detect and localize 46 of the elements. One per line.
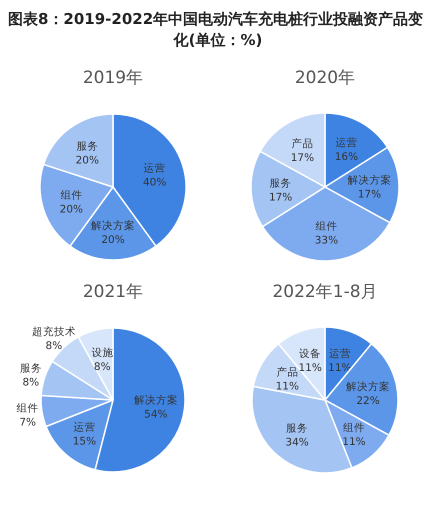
data-label: 11%: [298, 362, 322, 374]
slice-label: 运营: [328, 346, 351, 360]
slice-label: 解决方案: [91, 218, 135, 232]
slice-label: 组件: [16, 402, 39, 415]
slice-label: 解决方案: [346, 380, 390, 393]
slice-label: 超充技术: [32, 325, 76, 338]
data-label: 20%: [60, 204, 84, 216]
slice-label: 组件: [315, 220, 338, 232]
slice-label: 组件: [60, 190, 82, 202]
slice-label: 设施: [91, 346, 114, 360]
data-label: 34%: [285, 436, 309, 449]
data-label: 11%: [276, 380, 299, 393]
slice-label: 产品: [276, 366, 298, 379]
chart-subtitle: 2022年1-8月: [272, 282, 378, 302]
data-label: 8%: [94, 361, 111, 374]
data-label: 15%: [72, 435, 96, 448]
slice-label: 解决方案: [134, 393, 178, 406]
data-label: 8%: [46, 340, 62, 352]
chart-subtitle: 2021年: [82, 282, 144, 302]
slice-label: 产品: [291, 136, 314, 150]
data-label: 40%: [142, 176, 166, 188]
slice-label: 服务: [20, 362, 42, 374]
chart-subtitle: 2019年: [82, 68, 144, 88]
slice-label: 组件: [342, 422, 365, 434]
slice-label: 服务: [76, 140, 98, 153]
data-label: 8%: [22, 376, 40, 388]
data-label: 17%: [268, 191, 292, 204]
chart-subtitle: 2020年: [294, 68, 356, 88]
data-label: 22%: [356, 394, 380, 407]
data-label: 33%: [314, 234, 338, 246]
data-label: 7%: [19, 416, 36, 429]
slice-label: 服务: [286, 422, 308, 435]
slice-label: 设备: [299, 348, 322, 360]
slice-label: 运营: [335, 136, 358, 150]
data-label: 54%: [144, 408, 168, 420]
slice-label: 服务: [270, 177, 292, 190]
slice-label: 运营: [73, 420, 96, 434]
data-label: 17%: [290, 152, 314, 164]
data-label: 11%: [342, 436, 366, 448]
data-label: 20%: [101, 234, 125, 246]
data-label: 17%: [358, 188, 382, 201]
slice-label: 解决方案: [347, 174, 392, 187]
text: 图表8：2019-2022年中国电动汽车充电桩行业投融资产品变化(单位：%): [8, 10, 424, 49]
data-label: 20%: [76, 154, 99, 167]
data-label: 16%: [334, 151, 358, 164]
slice-label: 运营: [144, 161, 166, 174]
